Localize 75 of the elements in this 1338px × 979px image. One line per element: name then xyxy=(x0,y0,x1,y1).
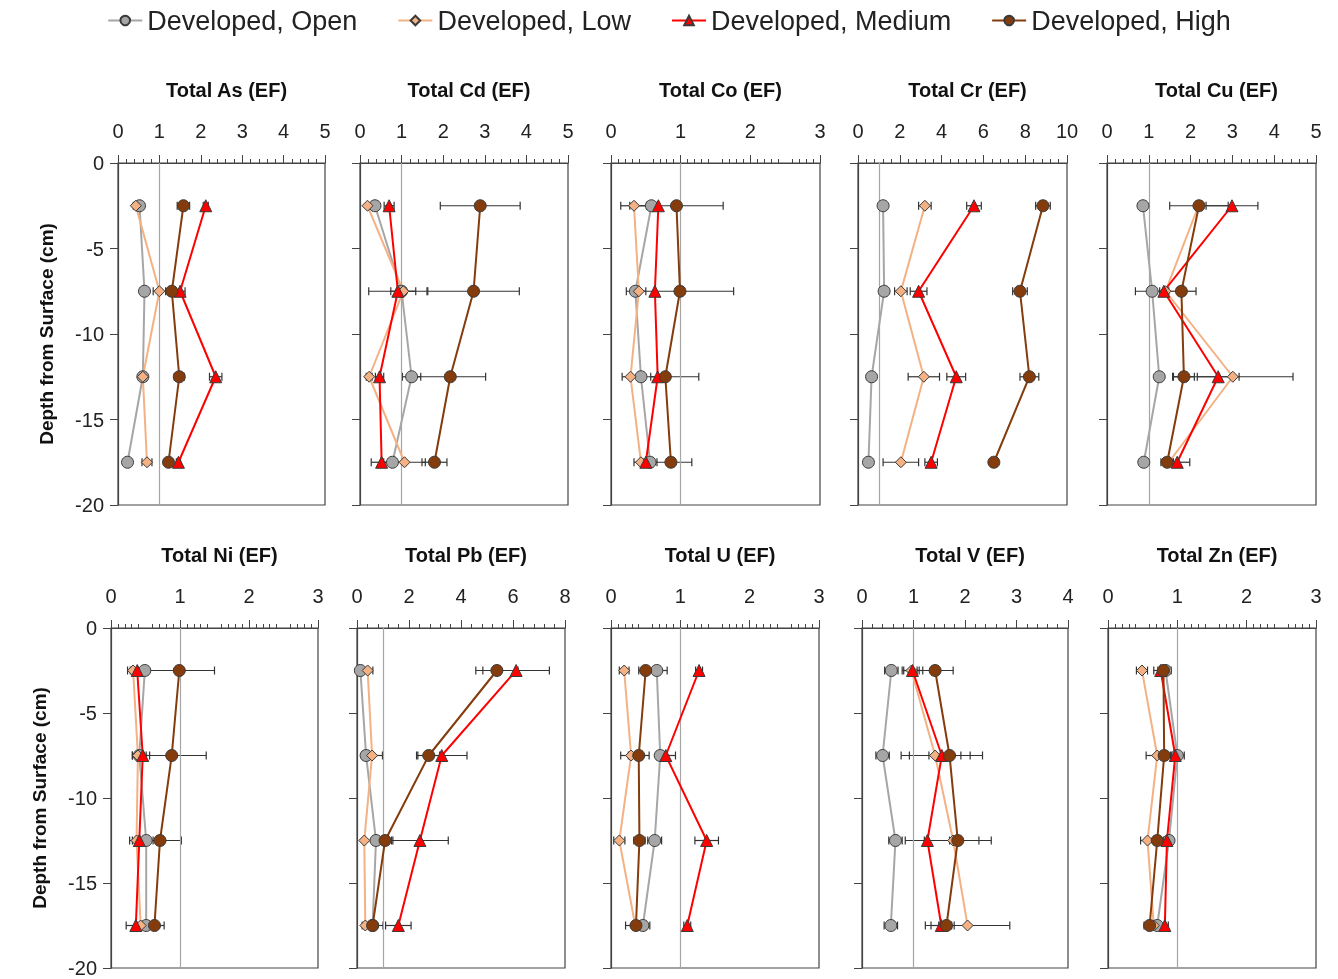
chart-title: Total Cd (EF) xyxy=(407,79,531,101)
x-tick-label: 0 xyxy=(605,585,617,607)
legend-label: Developed, Low xyxy=(437,5,632,36)
x-tick-label: 1 xyxy=(1143,120,1155,142)
x-tick-label: 1 xyxy=(396,120,408,142)
y-axis-title: Depth from Surface (cm) xyxy=(29,687,50,909)
x-tick-label: 2 xyxy=(437,120,449,142)
y-tick-label: -20 xyxy=(68,957,97,979)
chart-title: Total Cr (EF) xyxy=(908,79,1027,101)
x-tick-label: 4 xyxy=(1268,120,1280,142)
chart-title: Total As (EF) xyxy=(165,79,288,101)
chart-title: Total Co (EF) xyxy=(659,79,782,101)
x-tick-label: 0 xyxy=(1102,585,1114,607)
chart-title: Total Zn (EF) xyxy=(1156,544,1278,566)
chart-title: Total Cu (EF) xyxy=(1155,79,1278,101)
x-tick-label: 0 xyxy=(1101,120,1113,142)
x-tick-label: 10 xyxy=(1055,120,1079,142)
x-tick-label: 2 xyxy=(894,120,906,142)
x-tick-label: 4 xyxy=(520,120,532,142)
x-tick-label: 0 xyxy=(856,585,868,607)
legend-label: Developed, High xyxy=(1031,5,1231,36)
y-tick-label: -15 xyxy=(75,408,104,431)
x-tick-label: 3 xyxy=(1310,585,1322,607)
x-tick-label: 4 xyxy=(455,585,467,607)
x-tick-label: 0 xyxy=(852,120,864,142)
x-tick-label: 3 xyxy=(814,120,826,142)
x-tick-label: 0 xyxy=(112,120,124,142)
legend-label: Developed, Open xyxy=(147,5,358,36)
y-axis-title: Depth from Surface (cm) xyxy=(36,223,57,445)
x-tick-label: 4 xyxy=(1062,585,1074,607)
x-tick-label: 1 xyxy=(675,120,687,142)
chart-title: Total V (EF) xyxy=(915,544,1025,566)
chart-title: Total Pb (EF) xyxy=(405,544,527,566)
y-tick-label: -5 xyxy=(79,702,97,724)
x-tick-label: 1 xyxy=(153,120,165,142)
x-tick-label: 8 xyxy=(559,585,571,607)
x-tick-label: 2 xyxy=(959,585,971,607)
y-tick-label: -10 xyxy=(75,323,104,345)
x-tick-label: 6 xyxy=(507,585,519,607)
y-tick-label: 0 xyxy=(92,152,104,174)
y-tick-label: -5 xyxy=(86,237,104,260)
x-tick-label: 5 xyxy=(1310,120,1322,142)
chart-title: Total U (EF) xyxy=(664,544,776,566)
x-tick-label: 2 xyxy=(1185,120,1197,142)
y-tick-label: -15 xyxy=(68,872,97,894)
x-tick-label: 2 xyxy=(744,585,756,607)
x-tick-label: 3 xyxy=(813,585,825,607)
x-tick-label: 5 xyxy=(319,120,331,142)
chart-title: Total Ni (EF) xyxy=(161,544,278,566)
y-tick-label: -10 xyxy=(68,787,97,809)
x-tick-label: 8 xyxy=(1019,120,1031,142)
x-tick-label: 3 xyxy=(479,120,491,142)
y-tick-label: 0 xyxy=(85,617,97,639)
x-tick-label: 2 xyxy=(195,120,207,142)
x-tick-label: 4 xyxy=(936,120,948,142)
x-tick-label: 0 xyxy=(351,585,363,607)
x-tick-label: 2 xyxy=(744,120,756,142)
x-tick-label: 0 xyxy=(605,120,617,142)
legend-label: Developed, Medium xyxy=(711,5,952,36)
x-tick-label: 1 xyxy=(674,585,686,607)
y-tick-label: -20 xyxy=(75,494,104,516)
x-tick-label: 2 xyxy=(243,585,255,607)
x-tick-label: 4 xyxy=(278,120,290,142)
x-tick-label: 2 xyxy=(1241,585,1253,607)
x-tick-label: 3 xyxy=(236,120,248,142)
x-tick-label: 0 xyxy=(354,120,366,142)
x-tick-label: 3 xyxy=(1010,585,1023,607)
x-tick-label: 5 xyxy=(562,120,574,142)
x-tick-label: 2 xyxy=(403,585,415,607)
x-tick-label: 6 xyxy=(977,120,989,142)
x-tick-label: 3 xyxy=(1226,120,1238,142)
x-tick-label: 1 xyxy=(174,585,186,607)
x-tick-label: 3 xyxy=(312,585,324,607)
x-tick-label: 1 xyxy=(907,585,920,607)
x-tick-label: 1 xyxy=(1171,585,1183,607)
